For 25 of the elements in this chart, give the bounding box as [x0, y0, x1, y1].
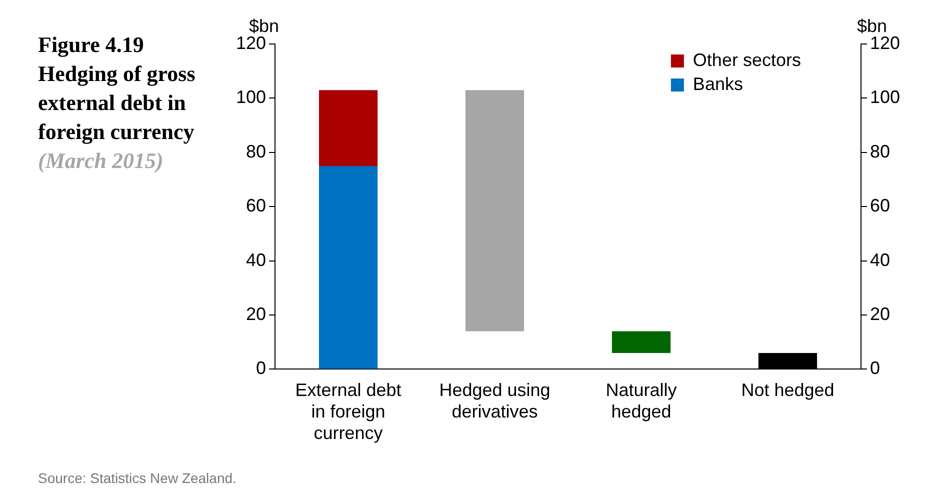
legend-label: Banks [692, 74, 743, 94]
y-tick-label: 20 [246, 304, 266, 324]
y2-tick-label: 60 [870, 196, 890, 216]
text: Figure 4.19 Hedging of gross external debt in foreign currency [38, 31, 196, 146]
text: (March 2015) [38, 147, 164, 175]
bar [318, 166, 378, 369]
x-tick-label: Hedged using derivatives [439, 380, 550, 422]
y-tick-label: 0 [256, 358, 266, 378]
source-note: Source: Statistics New Zealand. [38, 470, 236, 486]
y2-tick-label: 20 [870, 304, 890, 324]
y2-tick-label: 0 [870, 358, 880, 378]
y-tick-label: 40 [246, 250, 266, 270]
y-tick-label: 80 [246, 141, 266, 162]
y-tick-label: 60 [246, 196, 266, 216]
x-tick-label: Not hedged [741, 380, 834, 400]
bar [612, 331, 671, 353]
x-tick-label: Naturally hedged [606, 380, 677, 422]
y-tick-label: 100 [236, 87, 266, 108]
y2-tick-label: 100 [870, 87, 900, 108]
legend-label: Other sectors [692, 50, 801, 70]
bar [318, 90, 378, 166]
x-tick-label: External debt in foreign currency [295, 380, 402, 444]
y2-tick-label: 40 [870, 250, 890, 270]
bar [465, 90, 524, 332]
y2-tick-label: 80 [870, 141, 890, 162]
